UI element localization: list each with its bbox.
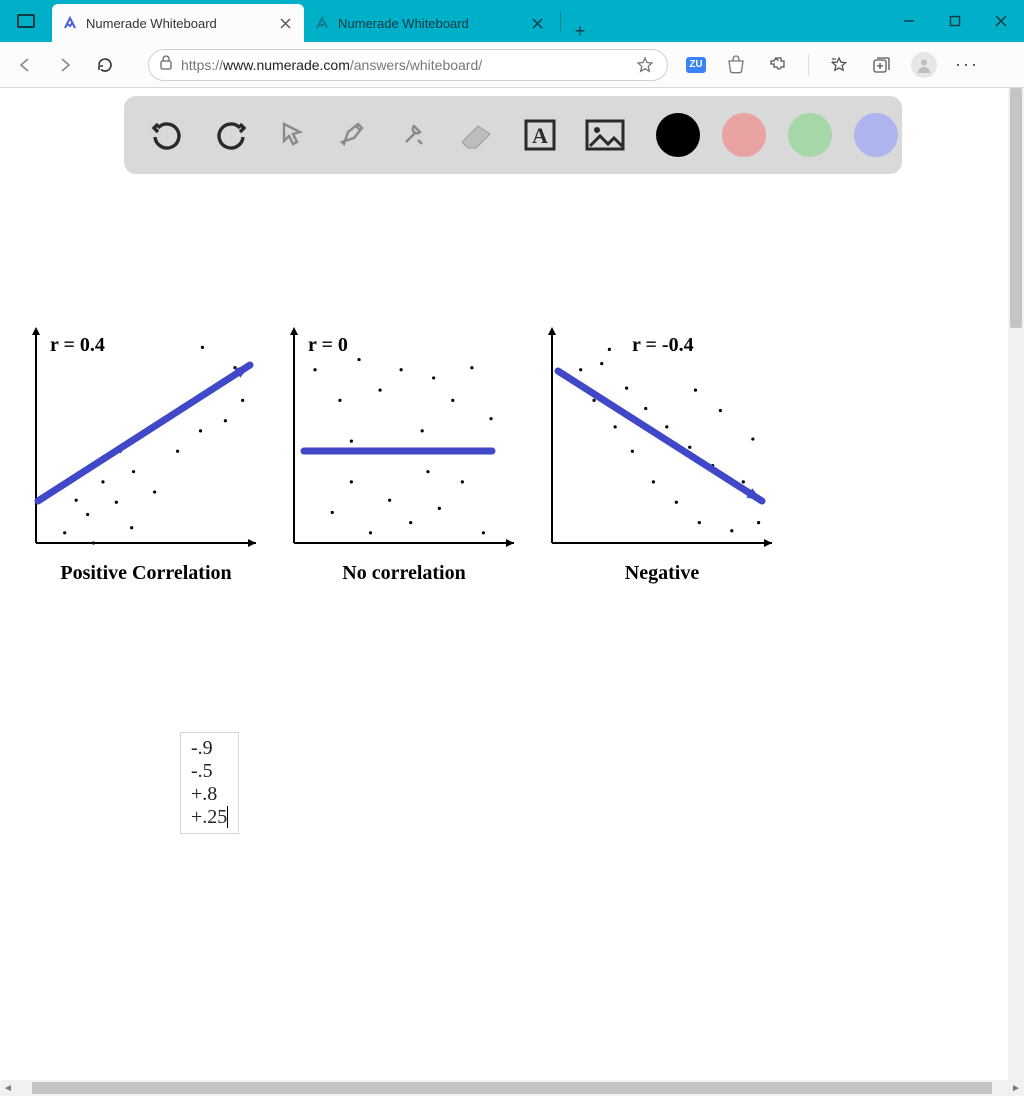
favorites-bar-icon[interactable]: [827, 53, 851, 77]
scroll-right-arrow[interactable]: ►: [1008, 1080, 1024, 1096]
text-tool[interactable]: A: [522, 113, 558, 157]
url-text: https://www.numerade.com/answers/whitebo…: [181, 57, 482, 73]
more-menu-button[interactable]: ···: [955, 53, 979, 77]
color-swatch[interactable]: [788, 113, 832, 157]
new-tab-button[interactable]: +: [565, 21, 595, 42]
extensions-icon[interactable]: [766, 53, 790, 77]
chart-caption: Positive Correlation: [26, 562, 266, 585]
eraser-tool[interactable]: [456, 113, 496, 157]
profile-button[interactable]: [911, 52, 937, 78]
whiteboard-toolbar: A: [124, 96, 902, 174]
browser-tab[interactable]: Numerade Whiteboard: [304, 4, 556, 42]
close-window-button[interactable]: [978, 0, 1024, 42]
text-entry-box[interactable]: -.9-.5+.8+.25: [180, 732, 239, 834]
tab-title: Numerade Whiteboard: [86, 16, 276, 31]
lock-icon: [159, 54, 173, 75]
svg-text:r = 0: r = 0: [308, 334, 348, 356]
tab-title: Numerade Whiteboard: [338, 16, 528, 31]
svg-text:A: A: [532, 123, 548, 148]
horizontal-scroll-thumb[interactable]: [32, 1082, 992, 1094]
address-bar: https://www.numerade.com/answers/whitebo…: [0, 42, 1024, 88]
color-swatch[interactable]: [656, 113, 700, 157]
forward-button[interactable]: [48, 48, 82, 82]
pencil-tool[interactable]: [336, 113, 370, 157]
tab-close-button[interactable]: [276, 14, 294, 32]
color-swatch[interactable]: [722, 113, 766, 157]
whiteboard-canvas[interactable]: r = 0.4 Positive Correlation r = 0 No corre…: [4, 198, 1004, 585]
tab-favicon: [314, 15, 330, 31]
scatter-chart: r = 0 No correlation: [284, 318, 524, 585]
toolbar-right: ZU ···: [686, 52, 979, 78]
tab-close-button[interactable]: [528, 14, 546, 32]
reader-mode-icon[interactable]: ZU: [686, 57, 706, 73]
scatter-chart: r = 0.4 Positive Correlation: [26, 318, 266, 585]
scroll-left-arrow[interactable]: ◄: [0, 1080, 16, 1096]
maximize-button[interactable]: [932, 0, 978, 42]
separator: [808, 54, 809, 76]
minimize-button[interactable]: [886, 0, 932, 42]
tab-strip: Numerade Whiteboard Numerade Whiteboard +: [52, 0, 886, 42]
tab-favicon: [62, 15, 78, 31]
correlation-charts: r = 0.4 Positive Correlation r = 0 No corre…: [26, 318, 1004, 585]
tab-actions-button[interactable]: [0, 0, 52, 42]
back-button[interactable]: [8, 48, 42, 82]
shopping-icon[interactable]: [724, 53, 748, 77]
tools-menu[interactable]: [396, 113, 430, 157]
image-tool[interactable]: [584, 113, 626, 157]
favorite-star-icon[interactable]: [633, 53, 657, 77]
collections-icon[interactable]: [869, 53, 893, 77]
pointer-tool[interactable]: [276, 113, 310, 157]
svg-text:r = 0.4: r = 0.4: [50, 334, 105, 356]
chart-caption: Negative: [542, 562, 782, 585]
scatter-chart: r = -0.4 Negative: [542, 318, 782, 585]
chart-caption: No correlation: [284, 562, 524, 585]
vertical-scroll-thumb[interactable]: [1010, 88, 1022, 328]
window-controls: [886, 0, 1024, 42]
svg-text:r = -0.4: r = -0.4: [632, 334, 694, 356]
refresh-button[interactable]: [88, 48, 122, 82]
undo-button[interactable]: [148, 113, 186, 157]
tab-separator: [560, 11, 561, 31]
redo-button[interactable]: [212, 113, 250, 157]
color-swatch[interactable]: [854, 113, 898, 157]
vertical-scrollbar[interactable]: [1008, 88, 1024, 1080]
page-viewport: A r = 0.4 Positive Correlation r = 0 No cor…: [0, 88, 1024, 1080]
browser-tab[interactable]: Numerade Whiteboard: [52, 4, 304, 42]
url-input[interactable]: https://www.numerade.com/answers/whitebo…: [148, 49, 668, 81]
window-titlebar: Numerade Whiteboard Numerade Whiteboard +: [0, 0, 1024, 42]
horizontal-scrollbar[interactable]: ◄ ►: [0, 1080, 1024, 1096]
tab-panel-icon: [17, 14, 35, 28]
